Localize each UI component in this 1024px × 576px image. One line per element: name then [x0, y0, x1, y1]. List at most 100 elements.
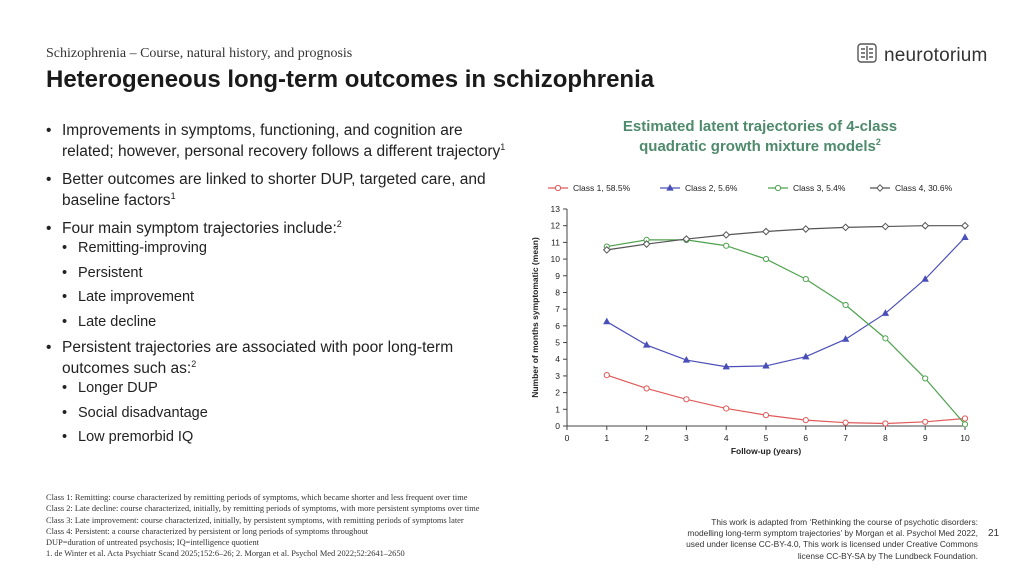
data-point — [722, 230, 731, 239]
data-point — [723, 242, 730, 249]
section-kicker: Schizophrenia – Course, natural history,… — [46, 46, 353, 61]
bullet-persistent: Persistent trajectories are associated w… — [44, 337, 514, 379]
bullet-outcomes: Better outcomes are linked to shorter DU… — [44, 169, 514, 211]
y-tick-label: 11 — [551, 237, 560, 247]
y-tick-label: 12 — [551, 221, 561, 231]
y-tick-label: 9 — [555, 271, 560, 281]
data-point — [921, 221, 930, 230]
data-point — [881, 222, 890, 231]
x-tick-label: 9 — [923, 433, 928, 443]
footnote-line: 1. de Winter et al. Acta Psychiatr Scand… — [46, 549, 405, 559]
data-point — [841, 335, 850, 342]
attribution-line: license CC-BY-SA by The Lundbeck Foundat… — [797, 550, 978, 561]
x-tick-label: 2 — [644, 433, 649, 443]
attribution-line: used under license CC-BY-4.0, This work … — [686, 539, 978, 550]
x-tick-label: 8 — [883, 433, 888, 443]
list-item: Persistent — [44, 264, 514, 282]
data-point — [802, 417, 809, 424]
series-3 — [603, 236, 969, 428]
x-tick-label: 0 — [565, 433, 570, 443]
trajectory-chart: 0 1 2 3 4 5 6 7 8 9 10 11 12 13 0 1 2 3 4 5 6 7 8 9 10 Follow-up … — [520, 176, 990, 471]
data-point — [762, 255, 770, 263]
footnote-line: Class 4: Persistent: a course characteri… — [46, 526, 369, 536]
data-point — [682, 356, 691, 363]
data-point — [762, 227, 770, 236]
x-tick-label: 4 — [724, 433, 729, 443]
legend-label: Class 4, 30.6% — [895, 183, 953, 193]
data-point — [723, 405, 730, 412]
y-tick-label: 5 — [555, 338, 560, 348]
logo: neurotorium — [856, 42, 988, 69]
list-item: Longer DUP — [44, 379, 514, 397]
data-point — [801, 225, 810, 233]
bullet-trajectories: Four main symptom trajectories include:2 — [44, 218, 514, 239]
data-point — [841, 223, 850, 232]
y-tick-label: 8 — [555, 287, 560, 297]
y-tick-label: 13 — [551, 204, 561, 214]
x-tick-label: 6 — [803, 433, 808, 443]
x-tick-label: 10 — [960, 433, 970, 443]
page-number: 21 — [988, 528, 1000, 539]
y-tick-label: 7 — [555, 304, 560, 314]
data-point — [642, 341, 651, 348]
x-tick-label: 1 — [604, 433, 609, 443]
series-line — [606, 236, 966, 368]
series-line — [606, 239, 966, 425]
data-point — [643, 385, 650, 392]
bullet-list: Improvements in symptoms, functioning, a… — [44, 120, 514, 453]
y-tick-label: 6 — [555, 321, 560, 331]
y-tick-label: 1 — [555, 404, 560, 414]
attribution-line: This work is adapted from ‘Rethinking th… — [711, 517, 978, 527]
chart-legend: Class 1, 58.5% Class 2, 5.6% Class 3, 5.4%… — [548, 183, 953, 193]
legend-marker — [876, 184, 884, 192]
y-tick-label: 2 — [555, 388, 560, 398]
data-point — [722, 362, 730, 370]
footnotes: Class 1: Remitting: course characterized… — [46, 492, 606, 560]
series-4 — [602, 221, 969, 254]
list-item: Late decline — [44, 313, 514, 331]
attribution-line: modelling long-term symptom trajectories… — [687, 528, 978, 539]
logo-text: neurotorium — [884, 44, 988, 66]
legend-marker — [554, 184, 562, 192]
x-tick-label: 3 — [684, 433, 689, 443]
legend-label: Class 1, 58.5% — [573, 183, 631, 193]
data-point — [603, 317, 611, 325]
series-2 — [603, 233, 969, 370]
data-point — [922, 375, 929, 382]
data-point — [802, 352, 810, 360]
list-item: Late improvement — [44, 288, 514, 306]
x-tick-label: 5 — [764, 433, 769, 443]
attribution: This work is adapted from ‘Rethinking th… — [638, 517, 978, 562]
y-tick-label: 0 — [555, 421, 560, 431]
footnote-line: Class 3: Late improvement: course charac… — [46, 515, 464, 525]
list-item: Remitting-improving — [44, 239, 514, 257]
series-line — [606, 225, 965, 251]
data-point — [922, 418, 929, 425]
footnote-line: Class 2: Late decline: course characteri… — [46, 504, 480, 514]
legend-label: Class 2, 5.6% — [685, 183, 738, 193]
data-point — [961, 421, 969, 428]
data-point — [961, 233, 969, 240]
data-point — [683, 396, 690, 403]
list-item: Low premorbid IQ — [44, 428, 514, 446]
trajectory-sublist: Remitting-improving Persistent Late impr… — [44, 239, 514, 331]
data-point — [603, 371, 610, 379]
data-point — [882, 420, 889, 427]
y-axis-label: Number of months symptomatic (mean) — [530, 237, 540, 398]
data-point — [602, 245, 611, 254]
data-point — [961, 221, 969, 230]
bullet-recovery: Improvements in symptoms, functioning, a… — [44, 120, 514, 162]
list-item: Social disadvantage — [44, 404, 514, 422]
data-point — [961, 415, 969, 422]
legend-marker — [774, 184, 782, 192]
x-axis-label: Follow-up (years) — [731, 446, 802, 456]
series-line — [606, 374, 966, 425]
page-title: Heterogeneous long-term outcomes in schi… — [46, 66, 655, 93]
data-point — [881, 309, 890, 316]
footnote-line: Class 1: Remitting: course characterized… — [46, 493, 468, 502]
data-point — [802, 276, 809, 283]
x-tick-label: 7 — [843, 433, 848, 443]
y-tick-label: 3 — [555, 371, 560, 381]
footnote-line: DUP=duration of untreated psychosis; IQ=… — [46, 538, 259, 548]
